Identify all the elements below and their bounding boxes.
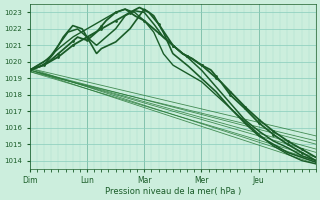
X-axis label: Pression niveau de la mer( hPa ): Pression niveau de la mer( hPa ) xyxy=(105,187,241,196)
